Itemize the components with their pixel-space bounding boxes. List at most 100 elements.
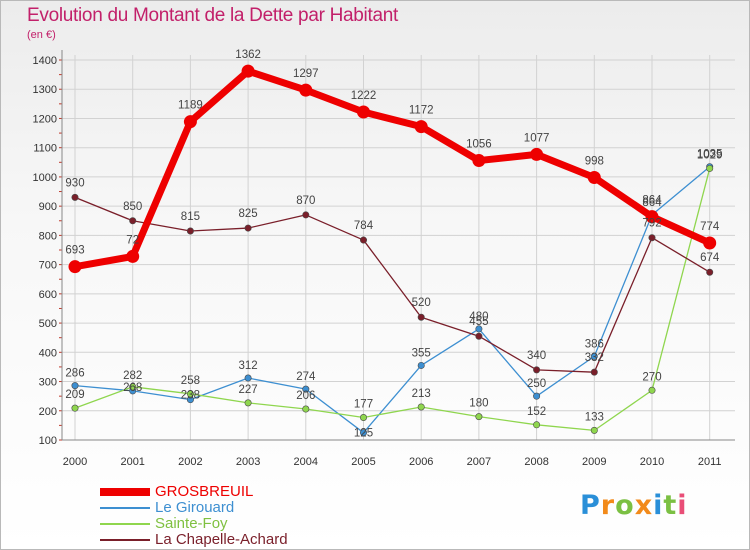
legend-item-grosbreuil: GROSBREUIL [100, 483, 360, 500]
data-label: 125 [354, 428, 373, 440]
data-point [706, 164, 714, 172]
data-point [417, 313, 425, 321]
series-line-la-chapelle-achard [74, 196, 711, 373]
data-label: 674 [700, 252, 720, 264]
data-point [533, 392, 541, 400]
proxiti-logo: Proxiti [580, 490, 688, 521]
data-point [129, 217, 137, 225]
legend-label: La Chapelle-Achard [155, 531, 288, 548]
data-label: 455 [469, 316, 488, 328]
data-point [414, 120, 428, 134]
data-label: 1172 [409, 105, 434, 117]
data-label: 480 [469, 311, 488, 323]
logo-letter: P [580, 490, 601, 521]
data-point [302, 211, 310, 219]
y-tick-label: 900 [39, 201, 57, 213]
chart-title: Evolution du Montant de la Dette par Hab… [27, 5, 398, 26]
x-tick-label: 2001 [120, 456, 144, 468]
data-point [417, 403, 425, 411]
y-tick-label: 100 [39, 435, 57, 447]
legend-item-sainte-foy: Sainte-Foy [100, 515, 360, 532]
data-label: 274 [296, 371, 316, 383]
data-label: 1222 [351, 90, 377, 102]
x-tick-label: 2010 [640, 456, 664, 468]
data-label: 355 [412, 347, 431, 359]
data-label: 258 [181, 375, 200, 387]
data-point [648, 234, 656, 242]
x-tick-label: 2002 [178, 456, 202, 468]
data-point [241, 64, 255, 78]
y-tick-label: 700 [39, 260, 57, 272]
legend-swatch [100, 507, 150, 509]
legend-item-le-girouard: Le Girouard [100, 499, 360, 516]
data-label: 332 [585, 352, 604, 364]
x-tick-label: 2008 [524, 456, 548, 468]
data-label: 693 [65, 245, 84, 257]
series-line-grosbreuil [71, 67, 714, 271]
legend-label: Le Girouard [155, 499, 235, 516]
y-tick-label: 200 [39, 406, 57, 418]
data-label: 133 [585, 411, 604, 423]
data-label: 312 [239, 360, 258, 372]
logo-letter: r [600, 490, 616, 521]
data-label: 784 [354, 220, 374, 232]
data-point [359, 236, 367, 244]
data-label: 340 [527, 350, 546, 362]
logo-letter: o [615, 490, 635, 521]
data-label: 213 [412, 388, 431, 400]
x-tick-label: 2009 [582, 456, 606, 468]
data-label: 1297 [293, 68, 319, 80]
data-point [302, 405, 310, 413]
legend-label: Sainte-Foy [155, 515, 228, 532]
y-tick-label: 300 [39, 377, 57, 389]
y-tick-label: 600 [39, 289, 57, 301]
data-label: 825 [239, 208, 258, 220]
chart-subtitle: (en €) [27, 29, 56, 41]
data-label: 998 [585, 156, 604, 168]
data-point [244, 374, 252, 382]
logo-letter: x [634, 490, 654, 521]
y-tick-label: 1300 [33, 84, 57, 96]
data-point [648, 386, 656, 394]
x-tick-label: 2007 [467, 456, 491, 468]
data-label: 177 [354, 398, 373, 410]
data-point [129, 383, 137, 391]
data-point [706, 268, 714, 276]
data-label: 1077 [524, 132, 550, 144]
y-tick-label: 500 [39, 318, 57, 330]
data-label: 870 [296, 195, 315, 207]
data-label: 930 [65, 177, 84, 189]
data-label: 1189 [178, 100, 203, 112]
data-point [299, 83, 313, 97]
data-point [126, 249, 140, 263]
data-label: 270 [642, 371, 661, 383]
data-label: 1362 [235, 49, 261, 61]
data-point [703, 236, 717, 250]
data-label: 72 [126, 234, 139, 246]
data-label: 238 [181, 390, 200, 402]
data-point [533, 421, 541, 429]
data-label: 286 [65, 368, 84, 380]
data-point [359, 429, 367, 437]
logo-letter: t [663, 490, 678, 521]
data-point [417, 361, 425, 369]
y-tick-label: 1200 [33, 113, 57, 125]
legend-swatch [100, 523, 150, 525]
data-point [645, 210, 659, 224]
data-label: 206 [296, 390, 315, 402]
series-line-le-girouard [74, 166, 711, 434]
y-tick-label: 1000 [33, 172, 57, 184]
data-label: 850 [123, 201, 142, 213]
data-label: 152 [527, 406, 546, 418]
data-label-layer: 693 72 1189 1362 1297 1222 1172 1056 1077 998 864 7… [65, 49, 722, 440]
y-tick-label: 1400 [33, 55, 57, 67]
series-layer [68, 64, 717, 437]
data-point [472, 154, 486, 168]
x-tick-label: 2011 [698, 456, 722, 468]
data-point [590, 352, 598, 360]
data-point [68, 260, 82, 274]
data-point [71, 382, 79, 390]
x-tick-label: 2004 [294, 456, 318, 468]
